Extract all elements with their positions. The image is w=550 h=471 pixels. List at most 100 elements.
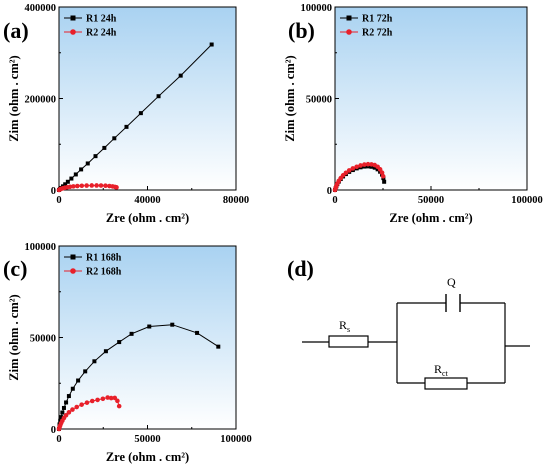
panel-c: 0 50000 100000 0 50000 100000 Zre (ohm . cm²) Z…: [3, 242, 252, 464]
data-point: [170, 322, 175, 327]
data-point: [209, 42, 214, 47]
x-tick-label: 50000: [134, 434, 160, 445]
data-point: [71, 184, 76, 189]
data-point: [89, 398, 95, 404]
data-point: [89, 183, 95, 188]
y-tick-label: 50000: [30, 334, 56, 345]
data-point: [129, 331, 134, 336]
data-point: [156, 94, 161, 99]
data-point: [69, 176, 74, 181]
data-point: [178, 73, 183, 78]
data-point: [98, 183, 104, 188]
data-point: [108, 395, 114, 401]
series-2: [332, 161, 386, 193]
data-point: [70, 386, 75, 391]
data-point: [147, 324, 152, 329]
data-point: [64, 400, 69, 405]
legend-label: R1 24h: [86, 14, 117, 25]
data-point: [375, 167, 380, 172]
y-tick-label: 200000: [25, 95, 57, 106]
x-tick-label: 100000: [220, 434, 252, 445]
capacitor-q: [445, 294, 461, 312]
data-point: [354, 164, 359, 170]
data-point: [112, 136, 117, 141]
data-point: [95, 397, 100, 403]
data-point: [346, 168, 352, 173]
panel-a: 0 40000 80000 0 200000 400000 Zre (ohm . cm²) Z…: [3, 3, 249, 225]
legend-label: R1 168h: [86, 253, 122, 264]
data-point: [369, 164, 374, 169]
data-point: [74, 404, 79, 410]
panel-b: 0 50000 100000 0 50000 100000 Zre (ohm . cm²) Z…: [283, 3, 543, 225]
panel-label: (a): [3, 18, 29, 43]
data-point: [100, 396, 106, 402]
y-tick-label: 400000: [25, 3, 57, 14]
plot-area: [335, 7, 527, 190]
x-tick-label: 0: [56, 434, 61, 445]
legend-marker: [70, 254, 76, 260]
data-point: [105, 395, 110, 400]
data-point: [59, 415, 64, 420]
series-2: [56, 183, 119, 193]
legend-marker: [346, 15, 352, 21]
label-rs: Rs: [339, 318, 350, 334]
data-point: [94, 183, 99, 188]
data-point: [79, 183, 85, 189]
data-point: [117, 340, 122, 345]
legend-marker: [70, 29, 76, 35]
y-tick-label: 0: [51, 186, 56, 197]
data-point: [362, 162, 367, 167]
data-point: [65, 179, 70, 184]
data-point: [216, 344, 221, 349]
data-point: [84, 400, 90, 405]
data-point: [103, 183, 108, 188]
legend-label: R2 24h: [86, 28, 117, 39]
data-point: [92, 359, 97, 364]
data-point: [372, 165, 377, 170]
data-point: [382, 179, 387, 184]
data-point: [63, 182, 68, 187]
data-point: [115, 398, 120, 404]
y-tick-label: 0: [51, 425, 56, 436]
data-point: [102, 145, 107, 150]
data-point: [343, 170, 349, 176]
data-point: [195, 330, 200, 335]
data-point: [73, 172, 78, 177]
data-point: [114, 185, 119, 190]
data-point: [124, 124, 129, 129]
data-point: [66, 394, 71, 399]
legend-marker: [70, 15, 76, 21]
y-tick-label: 0: [327, 186, 332, 197]
y-axis-label: Zim (ohm . cm²): [283, 55, 297, 141]
data-point: [75, 183, 80, 189]
data-point: [63, 412, 69, 418]
resistor-rct: [424, 377, 468, 390]
y-tick-label: 100000: [301, 3, 333, 14]
y-axis-label: Zim (ohm . cm²): [7, 294, 21, 380]
data-point: [66, 410, 72, 415]
resistor-rs: [328, 335, 369, 348]
data-point: [379, 170, 385, 175]
panel-label-d: (d): [287, 256, 314, 281]
y-axis-label: Zim (ohm . cm²): [7, 55, 21, 141]
label-rct: Rct: [434, 362, 449, 378]
label-q: Q: [447, 275, 456, 289]
data-point: [116, 403, 122, 409]
x-axis-label: Zre (ohm . cm²): [389, 211, 472, 225]
data-point: [93, 154, 98, 159]
legend-marker: [70, 268, 76, 274]
legend-label: R1 72h: [362, 14, 393, 25]
panel-label: (b): [288, 18, 315, 43]
legend-label: R2 72h: [362, 28, 393, 39]
data-point: [79, 167, 84, 172]
x-tick-label: 100000: [511, 195, 543, 206]
data-point: [112, 395, 118, 401]
x-axis-label: Zre (ohm . cm²): [106, 211, 189, 225]
plot-area: [59, 246, 236, 429]
y-tick-label: 50000: [306, 95, 332, 106]
panel-d-circuit: (d) Rs Q Rct: [287, 256, 530, 390]
series-2: [56, 395, 122, 432]
data-point: [61, 405, 66, 410]
data-point: [350, 166, 356, 171]
